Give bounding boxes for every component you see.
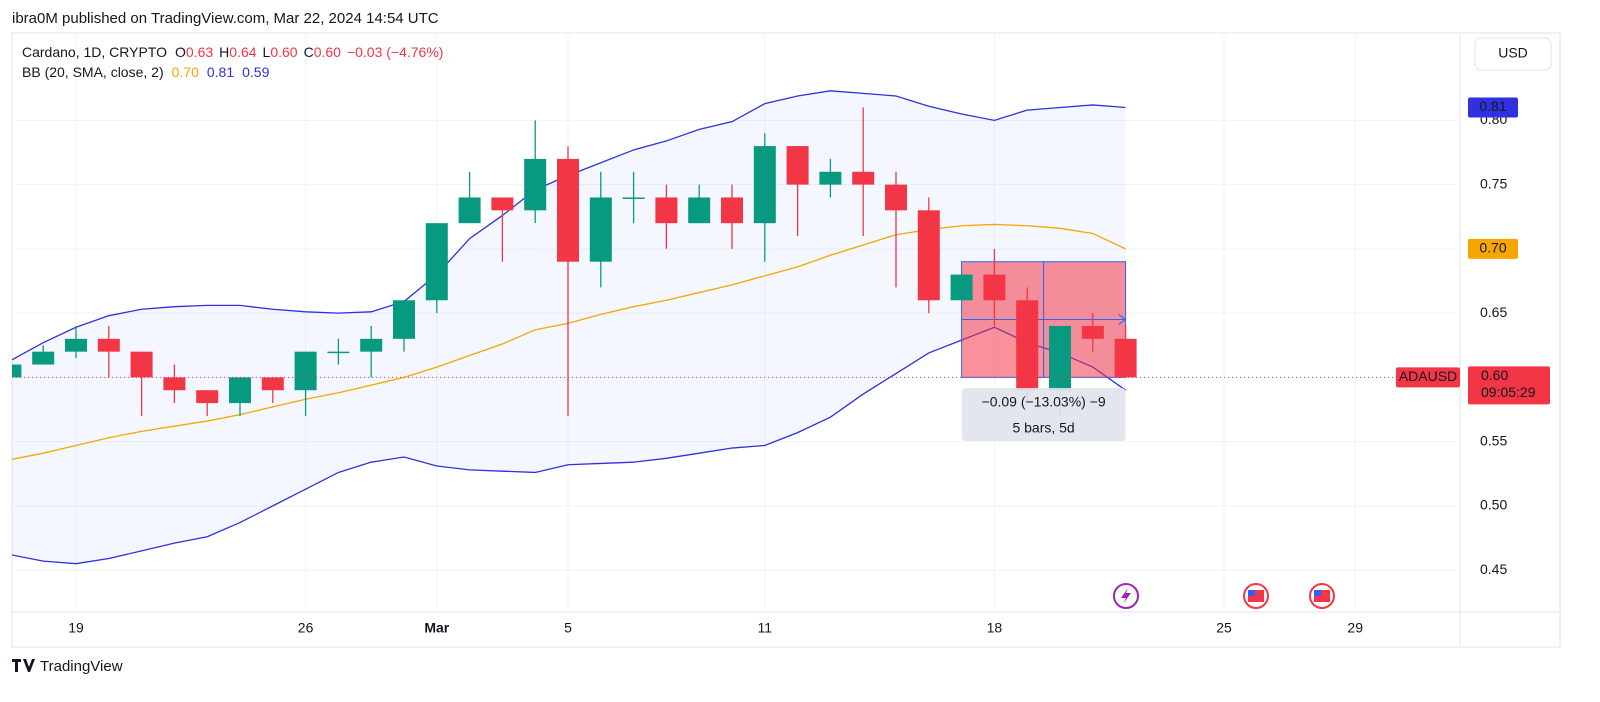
measure-arrow xyxy=(1118,314,1127,325)
candle-body xyxy=(589,197,612,262)
candle-body xyxy=(655,197,678,224)
bb-legend: BB (20, SMA, close, 2) 0.70 0.81 0.59 xyxy=(22,64,270,80)
measure-tooltip xyxy=(961,388,1126,441)
band-fill xyxy=(12,90,1126,564)
y-tick-label: 0.45 xyxy=(1480,561,1507,577)
x-tick-label: Mar xyxy=(424,620,449,636)
event-glyph xyxy=(1121,588,1131,604)
footer-logo: TradingView xyxy=(12,658,123,675)
candle-body xyxy=(819,171,842,185)
candle-body xyxy=(12,364,22,378)
candle-body xyxy=(721,197,743,224)
plot-area xyxy=(12,90,1460,565)
countdown: 09:05:29 xyxy=(1481,384,1536,400)
candle-body xyxy=(196,390,219,404)
candle-body xyxy=(163,377,186,391)
candle-body xyxy=(491,197,514,211)
x-tick-label: 26 xyxy=(298,620,314,636)
candle-body xyxy=(393,300,415,339)
x-tick-label: 19 xyxy=(68,620,84,636)
change-value: −0.03 (−4.76%) xyxy=(347,44,444,60)
candle-body xyxy=(32,351,55,365)
close-value: 0.60 xyxy=(314,44,341,60)
l-label: L xyxy=(263,44,271,60)
h-label: H xyxy=(219,44,229,60)
low-value: 0.60 xyxy=(270,44,297,60)
candle-body xyxy=(852,171,875,185)
overlay: 0.450.500.550.600.650.700.750.801926Mar5… xyxy=(68,97,1550,636)
event-icons xyxy=(1113,583,1335,609)
c-label: C xyxy=(304,44,314,60)
open-value: 0.63 xyxy=(186,44,213,60)
bb-basis: 0.70 xyxy=(172,64,199,80)
x-tick-label: 11 xyxy=(758,620,773,636)
price-label-box xyxy=(1468,97,1518,118)
candle-body xyxy=(261,377,284,391)
price-label: 0.70 xyxy=(1479,240,1506,256)
x-tick-label: 18 xyxy=(987,620,1003,636)
candle-body xyxy=(622,197,645,199)
y-tick-label: 0.55 xyxy=(1480,432,1507,448)
chart-frame xyxy=(11,32,1561,648)
candle-body xyxy=(1049,325,1071,391)
candle-body xyxy=(130,351,153,378)
candle-body xyxy=(753,146,776,224)
candle-body xyxy=(425,223,448,301)
published-line: ibra0M published on TradingView.com, Mar… xyxy=(12,10,439,27)
candle-body xyxy=(97,338,120,352)
candle-body xyxy=(917,210,940,301)
price-label: 0.81 xyxy=(1479,98,1506,114)
currency-label: USD xyxy=(1498,45,1528,61)
symbol-tag: ADAUSD xyxy=(1399,368,1457,384)
x-tick-label: 25 xyxy=(1216,620,1232,636)
candle-body xyxy=(1016,300,1039,391)
flag-glyph xyxy=(1248,590,1255,596)
y-tick-label: 0.65 xyxy=(1480,304,1507,320)
price-label-box xyxy=(1468,238,1518,259)
band-line xyxy=(12,326,1126,565)
bb-name: BB (20, SMA, close, 2) xyxy=(22,64,164,80)
candle-body xyxy=(950,274,973,301)
candle-body xyxy=(360,338,383,352)
candle-body xyxy=(557,158,579,262)
currency-button[interactable] xyxy=(1474,37,1552,71)
candle-body xyxy=(1114,338,1137,378)
candle-body xyxy=(327,351,350,354)
candle-body xyxy=(688,197,711,224)
x-tick-label: 29 xyxy=(1347,620,1363,636)
measure-text: 5 bars, 5d xyxy=(1012,420,1074,436)
symbol: Cardano, 1D, CRYPTO xyxy=(22,44,167,60)
logo-mark xyxy=(12,659,35,672)
candle-body xyxy=(885,184,907,211)
last-price-box xyxy=(1468,366,1550,405)
y-tick-label: 0.75 xyxy=(1480,175,1507,191)
flag-glyph xyxy=(1314,590,1321,596)
x-tick-label: 5 xyxy=(564,620,572,636)
bb-lower: 0.59 xyxy=(242,64,269,80)
bb-upper: 0.81 xyxy=(207,64,234,80)
candle-body xyxy=(524,158,547,211)
candle-body xyxy=(65,338,87,352)
footer-brand: TradingView xyxy=(40,658,123,675)
legend-line: Cardano, 1D, CRYPTO O0.63 H0.64 L0.60 C0.60−… xyxy=(22,44,443,60)
symbol-tag-box xyxy=(1396,367,1460,388)
candle-body xyxy=(229,377,251,404)
candle-body xyxy=(294,351,317,391)
candle-body xyxy=(786,146,809,185)
o-label: O xyxy=(175,44,186,60)
candle-body xyxy=(1081,325,1104,339)
last-price-label: 0.60 xyxy=(1481,367,1508,383)
high-value: 0.64 xyxy=(229,44,256,60)
candle-body xyxy=(458,197,481,224)
measure-text: −0.09 (−13.03%) −9 xyxy=(982,394,1106,410)
y-tick-label: 0.50 xyxy=(1480,497,1507,513)
candle-body xyxy=(983,274,1006,301)
